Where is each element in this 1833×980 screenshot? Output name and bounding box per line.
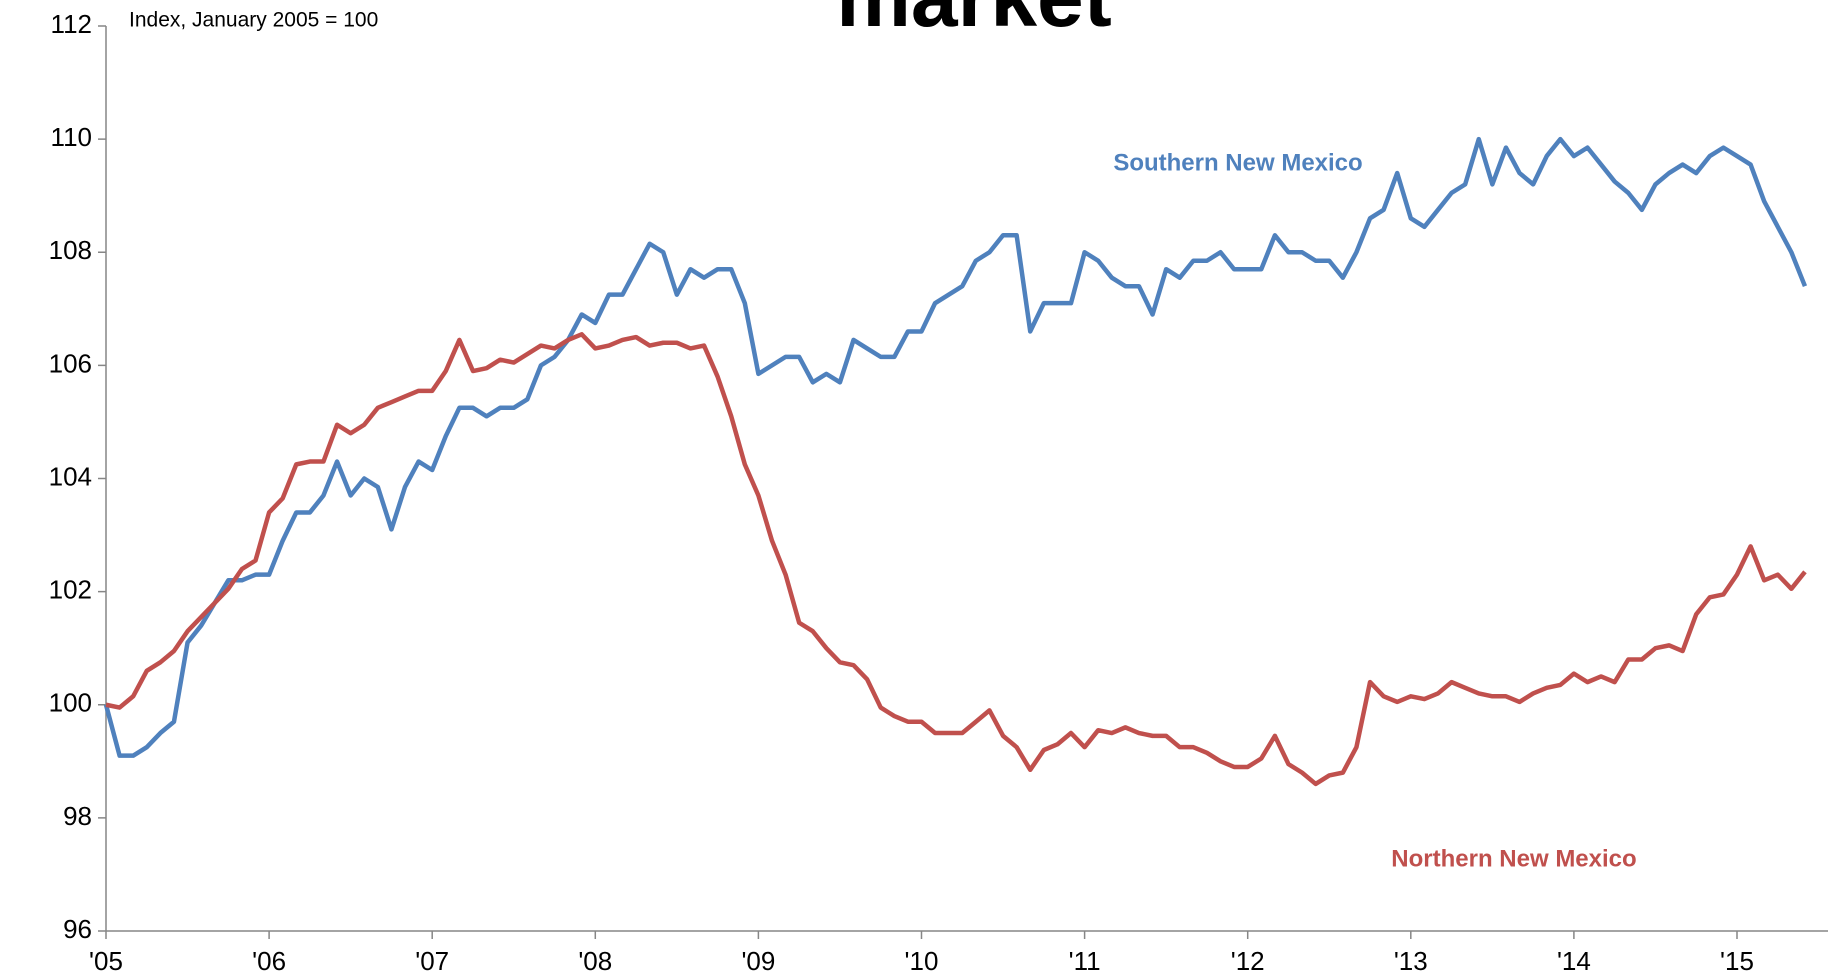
x-tick-label: '07 xyxy=(415,946,449,976)
x-tick-label: '08 xyxy=(578,946,612,976)
series-line xyxy=(103,136,1808,758)
x-tick-label: '12 xyxy=(1231,946,1265,976)
y-tick-label: 112 xyxy=(51,9,92,39)
y-tick-label: 98 xyxy=(63,801,92,831)
x-tick-label: '13 xyxy=(1394,946,1428,976)
x-tick-label: '06 xyxy=(252,946,286,976)
x-tick-label: '09 xyxy=(741,946,775,976)
x-tick-label: '05 xyxy=(89,946,123,976)
chart-subtitle: Index, January 2005 = 100 xyxy=(129,9,378,32)
series-line xyxy=(105,332,1807,787)
y-tick-label: 102 xyxy=(49,575,92,605)
series-label: Northern New Mexico xyxy=(1391,845,1636,872)
x-tick-label: '11 xyxy=(1069,946,1101,976)
y-tick-label: 96 xyxy=(63,914,92,944)
y-tick-label: 106 xyxy=(49,348,92,378)
y-tick-label: 100 xyxy=(49,688,92,718)
y-tick-label: 110 xyxy=(51,122,92,152)
chart-title: market xyxy=(836,0,1112,44)
x-tick-label: '14 xyxy=(1557,946,1591,976)
x-tick-label: '10 xyxy=(905,946,939,976)
x-tick-label: '15 xyxy=(1720,946,1754,976)
series-label: Southern New Mexico xyxy=(1113,149,1362,176)
y-tick-label: 108 xyxy=(49,235,92,265)
y-tick-label: 104 xyxy=(49,461,92,491)
